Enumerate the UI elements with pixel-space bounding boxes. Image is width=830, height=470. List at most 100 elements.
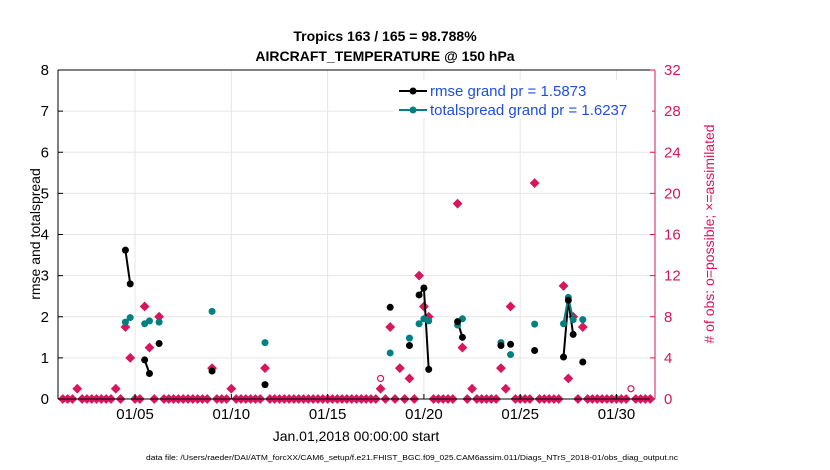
obs-assimilated-marker xyxy=(577,322,588,332)
legend-box xyxy=(393,80,652,118)
obs-assimilated-marker xyxy=(72,383,83,394)
spread-point xyxy=(386,349,394,357)
y-left-tick-label: 5 xyxy=(41,185,49,202)
obs-assimilated-marker xyxy=(385,322,396,332)
rmse-point xyxy=(126,280,134,288)
obs-assimilated-marker xyxy=(467,383,477,394)
rmse-point xyxy=(155,339,163,347)
x-tick-label: 01/20 xyxy=(405,406,443,423)
series-layer xyxy=(121,246,587,389)
rmse-point xyxy=(425,365,433,373)
rmse-point xyxy=(531,346,539,354)
y-right-tick-label: 0 xyxy=(664,391,672,408)
y-left-tick-label: 3 xyxy=(41,268,49,285)
spread-point xyxy=(155,318,163,326)
obs-assimilated-marker xyxy=(452,198,463,209)
y-left-tick-label: 0 xyxy=(41,391,49,408)
legend: rmse grand pr = 1.5873 totalspread grand… xyxy=(393,80,652,119)
legend-spread-label: totalspread grand pr = 1.6237 xyxy=(430,102,627,119)
obs-assimilated-marker xyxy=(375,383,386,394)
x-tick-label: 01/25 xyxy=(501,406,539,423)
y-left-tick-label: 7 xyxy=(41,103,49,120)
spread-point xyxy=(126,314,134,322)
spread-point xyxy=(261,339,269,347)
obs-assimilated-marker xyxy=(139,301,150,312)
obs-assimilated-marker xyxy=(505,301,516,312)
obs-assimilated-marker xyxy=(563,373,574,384)
obs-assimilated-marker xyxy=(500,383,511,394)
y-right-tick-label: 28 xyxy=(664,103,681,120)
y-right-tick-label: 20 xyxy=(664,185,681,202)
spread-point xyxy=(405,334,413,342)
rmse-line-segment xyxy=(124,249,132,284)
y-right-tick-label: 24 xyxy=(664,144,681,161)
y-right-tick-label: 16 xyxy=(664,227,681,244)
spread-point xyxy=(415,320,423,328)
spread-point xyxy=(507,351,515,359)
y-axis-label-left: rmse and totalspread xyxy=(27,168,43,300)
rmse-point xyxy=(560,353,568,361)
y-right-tick-label: 32 xyxy=(664,62,681,79)
rmse-point xyxy=(497,342,505,350)
spread-point xyxy=(145,317,153,325)
chart-title: Tropics 163 / 165 = 98.788% xyxy=(293,28,477,44)
obs-assimilated-marker xyxy=(120,322,131,332)
rmse-point xyxy=(261,381,269,389)
rmse-point xyxy=(458,333,466,341)
spread-point xyxy=(560,320,568,328)
obs-assimilated-marker xyxy=(404,373,415,384)
rmse-point xyxy=(579,358,587,366)
rmse-point xyxy=(121,246,129,254)
obs-possible-marker xyxy=(376,374,385,383)
legend-spread-marker xyxy=(409,106,417,114)
x-tick-label: 01/05 xyxy=(116,406,154,423)
obs-assimilated-marker xyxy=(226,383,237,394)
y-right-tick-label: 12 xyxy=(664,268,681,285)
y-axis-label-right: # of obs: o=possible; ×=assimilated xyxy=(701,124,717,343)
x-tick-label: 01/15 xyxy=(309,406,347,423)
legend-rmse-label: rmse grand pr = 1.5873 xyxy=(430,83,586,100)
rmse-point xyxy=(569,330,577,338)
obs-assimilated-marker xyxy=(394,363,405,374)
legend-rmse-marker xyxy=(409,87,417,95)
rmse-point xyxy=(386,303,394,311)
rmse-point xyxy=(454,318,462,326)
obs-assimilated-marker xyxy=(558,280,569,291)
rmse-point xyxy=(145,370,153,378)
y-right-tick-label: 8 xyxy=(664,309,672,326)
y-left-tick-label: 1 xyxy=(41,350,49,367)
spread-point xyxy=(531,320,539,328)
obs-assimilated-marker xyxy=(144,342,155,353)
rmse-point xyxy=(564,296,572,304)
obs-assimilated-marker xyxy=(496,363,506,374)
spread-point xyxy=(121,318,129,326)
rmse-point xyxy=(141,356,149,364)
x-tick-label: 01/30 xyxy=(598,406,636,423)
y-left-tick-label: 8 xyxy=(41,62,49,79)
obs-assimilated-marker xyxy=(260,363,270,374)
y-left-tick-label: 4 xyxy=(41,227,49,244)
rmse-point xyxy=(507,340,515,348)
y-left-tick-label: 6 xyxy=(41,144,49,161)
obs-possible-marker xyxy=(627,385,635,393)
rmse-point xyxy=(208,367,216,375)
obs-assimilated-marker xyxy=(529,178,540,189)
grid xyxy=(58,70,655,399)
spread-point xyxy=(425,317,433,325)
obs-assimilated-marker xyxy=(125,352,136,363)
obs-assimilated-marker xyxy=(414,270,425,281)
spread-point xyxy=(569,316,577,324)
spread-point xyxy=(579,316,587,324)
obs-assimilated-marker xyxy=(110,383,121,394)
rmse-point xyxy=(420,284,428,292)
obs-assimilated-marker xyxy=(457,342,468,353)
rmse-point xyxy=(405,342,413,350)
y-left-tick-label: 2 xyxy=(41,309,49,326)
x-tick-label: 01/10 xyxy=(213,406,251,423)
rmse-point xyxy=(415,291,423,299)
obs-assimilated-marker xyxy=(418,301,429,312)
spread-point xyxy=(208,307,216,315)
x-axis-label: Jan.01,2018 00:00:00 start xyxy=(273,428,440,444)
